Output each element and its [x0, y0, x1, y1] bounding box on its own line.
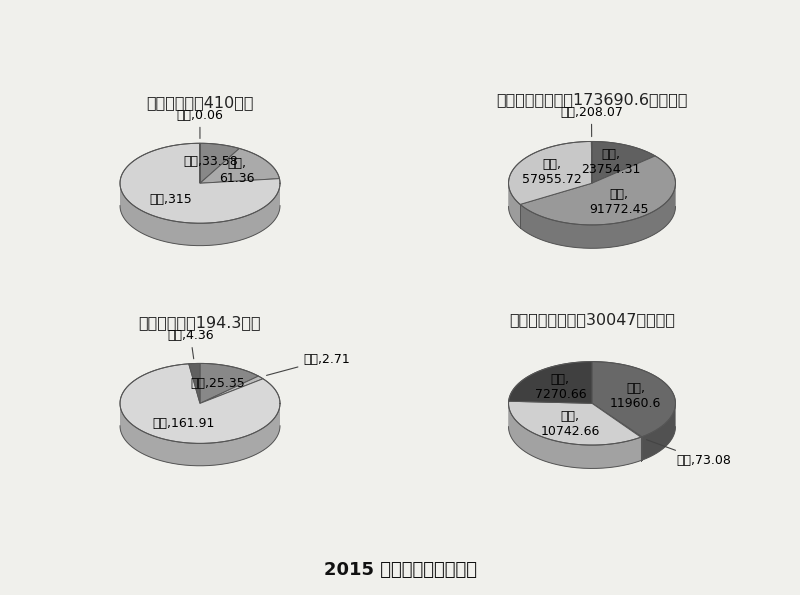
Text: 铁路,25.35: 铁路,25.35: [190, 377, 245, 390]
Title: 全社会货物周转量173690.6亿吨公里: 全社会货物周转量173690.6亿吨公里: [496, 92, 688, 107]
Polygon shape: [200, 376, 263, 403]
Text: 水路,
61.36: 水路, 61.36: [219, 157, 254, 185]
Text: 水路,2.71: 水路,2.71: [266, 353, 350, 375]
Text: 铁路,33.58: 铁路,33.58: [184, 155, 238, 168]
Polygon shape: [200, 143, 239, 183]
Polygon shape: [509, 401, 641, 445]
Polygon shape: [120, 403, 280, 466]
Polygon shape: [592, 142, 655, 183]
Polygon shape: [189, 364, 200, 403]
Text: 铁路,
11960.6: 铁路, 11960.6: [610, 382, 662, 410]
Title: 全社会客运量194.3亿人: 全社会客运量194.3亿人: [138, 315, 262, 330]
Text: 民航,208.07: 民航,208.07: [560, 106, 623, 137]
Text: 民航,
7270.66: 民航, 7270.66: [534, 372, 586, 400]
Polygon shape: [520, 183, 675, 248]
Polygon shape: [592, 362, 675, 437]
Polygon shape: [200, 364, 258, 403]
Polygon shape: [642, 403, 675, 460]
Polygon shape: [509, 362, 592, 403]
Polygon shape: [120, 183, 280, 246]
Text: 水路,73.08: 水路,73.08: [646, 440, 731, 467]
Text: 水路,
91772.45: 水路, 91772.45: [589, 188, 649, 216]
Polygon shape: [509, 403, 675, 468]
Polygon shape: [520, 156, 675, 225]
Text: 公路,
57955.72: 公路, 57955.72: [522, 158, 582, 186]
Polygon shape: [509, 142, 592, 205]
Polygon shape: [120, 364, 280, 443]
Polygon shape: [509, 403, 641, 468]
Title: 全社会货运量410亿吨: 全社会货运量410亿吨: [146, 95, 254, 110]
Polygon shape: [641, 437, 642, 461]
Polygon shape: [200, 148, 279, 183]
Text: 公路,
10742.66: 公路, 10742.66: [540, 409, 600, 437]
Polygon shape: [120, 183, 280, 246]
Polygon shape: [509, 183, 675, 248]
Text: 民航,0.06: 民航,0.06: [177, 109, 223, 139]
Polygon shape: [120, 143, 280, 223]
Text: 民航,4.36: 民航,4.36: [167, 329, 214, 359]
Polygon shape: [509, 183, 520, 228]
Text: 铁路,
23754.31: 铁路, 23754.31: [582, 148, 641, 176]
Title: 全社会旅客周转量30047亿人公里: 全社会旅客周转量30047亿人公里: [509, 312, 675, 327]
Polygon shape: [592, 403, 642, 437]
Text: 公路,161.91: 公路,161.91: [152, 417, 214, 430]
Text: 2015 年交通运输量分布图: 2015 年交通运输量分布图: [323, 561, 477, 579]
Polygon shape: [120, 403, 280, 466]
Text: 公路,315: 公路,315: [150, 193, 192, 206]
